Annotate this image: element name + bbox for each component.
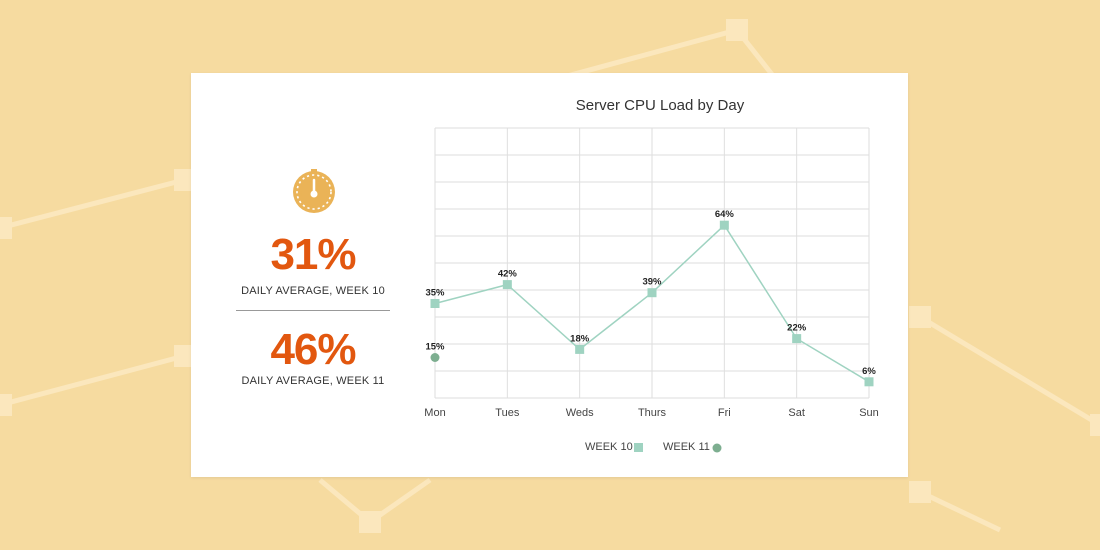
data-label: 15% <box>425 342 445 353</box>
data-point-week10 <box>575 344 585 354</box>
data-point-week10 <box>792 334 802 344</box>
legend-marker-week10 <box>634 443 643 452</box>
data-label: 22% <box>787 323 807 334</box>
data-label: 42% <box>498 269 518 280</box>
speedometer-icon <box>293 169 335 213</box>
week11-average-label: DAILY AVERAGE, WEEK 11 <box>241 375 385 387</box>
x-tick-label: Fri <box>718 407 731 419</box>
x-tick-label: Sun <box>859 407 879 419</box>
data-label: 18% <box>570 333 590 344</box>
x-tick-label: Weds <box>566 407 594 419</box>
chart-title: Server CPU Load by Day <box>575 97 745 114</box>
data-point-week10 <box>719 220 729 230</box>
week10-average-value: 31% <box>270 230 356 279</box>
dashboard-card <box>191 73 908 477</box>
data-label: 39% <box>642 277 662 288</box>
data-label: 35% <box>425 288 445 299</box>
week11-average-value: 46% <box>270 325 356 374</box>
data-point-week10 <box>647 288 657 298</box>
x-tick-label: Sat <box>788 407 805 419</box>
data-label: 6% <box>862 366 876 377</box>
legend-marker-week11 <box>712 443 722 453</box>
legend-label-week11: WEEK 11 <box>663 441 710 453</box>
stats-divider <box>236 310 390 311</box>
data-point-week10 <box>430 299 440 308</box>
data-point-week10 <box>502 280 512 290</box>
x-tick-label: Mon <box>424 407 445 419</box>
x-tick-label: Thurs <box>638 407 667 419</box>
legend-label-week10: WEEK 10 <box>585 441 633 453</box>
data-point-week11 <box>430 353 440 362</box>
data-point-week10 <box>864 377 874 387</box>
week10-average-label: DAILY AVERAGE, WEEK 10 <box>241 285 385 297</box>
x-tick-label: Tues <box>495 407 520 419</box>
data-label: 64% <box>715 209 735 220</box>
